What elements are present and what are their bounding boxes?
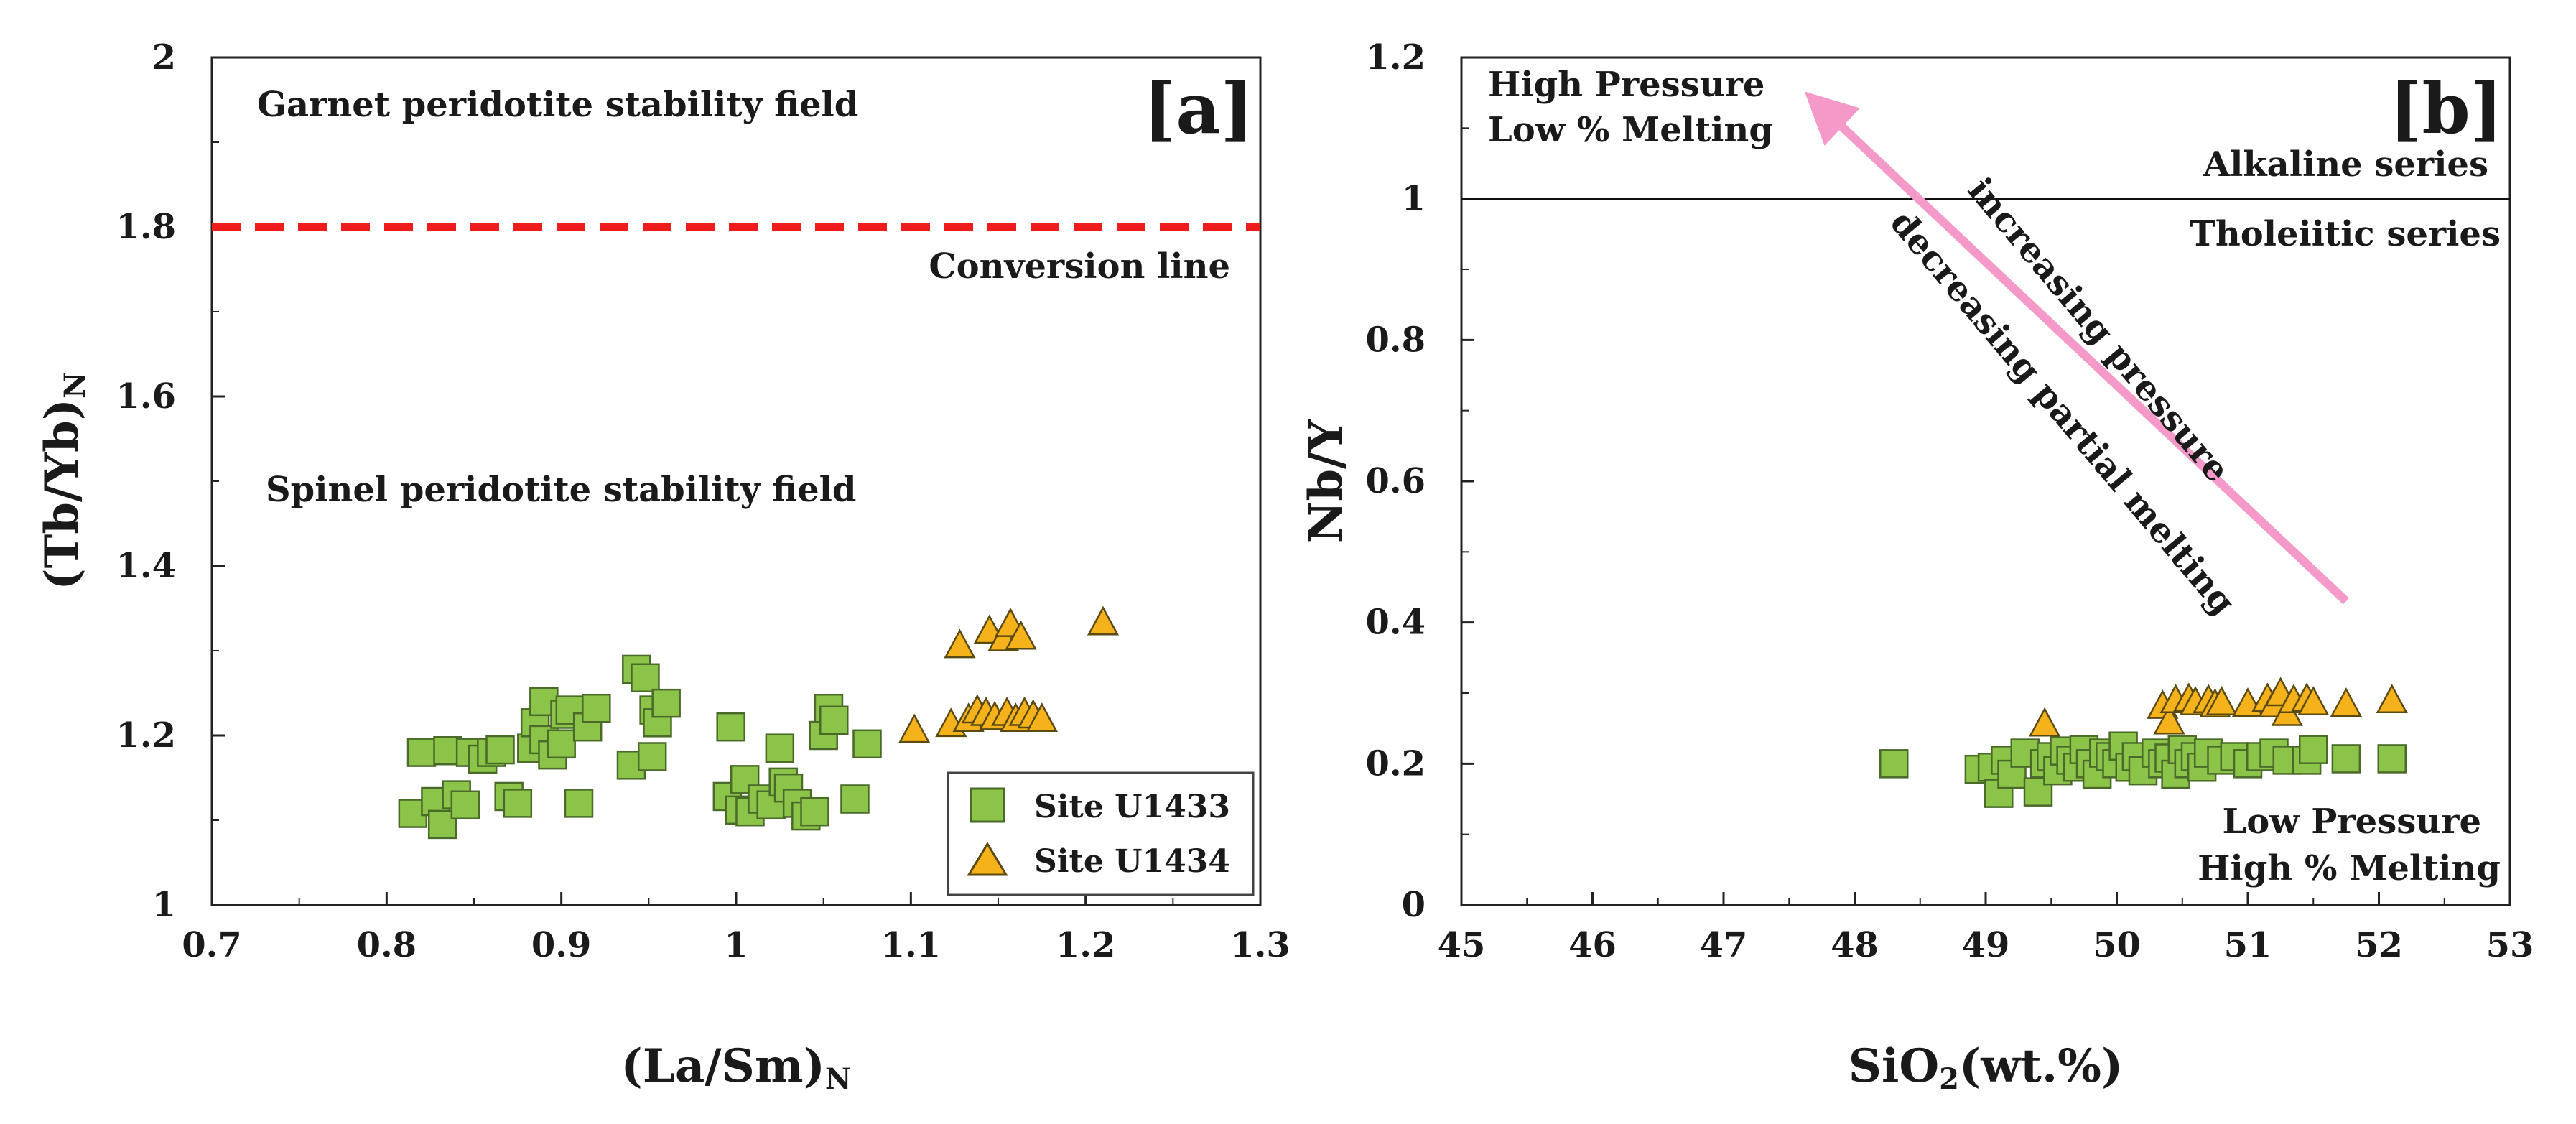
data-point-u1433 [1879,749,1909,779]
panel-label-a: [a] [1143,68,1253,149]
y-tick-label: 1.6 [116,376,176,417]
legend-label-u1434: Site U1434 [1034,843,1230,880]
legend-marker-u1433 [970,787,1005,823]
y-tick-label: 0.4 [1365,603,1426,643]
axis-ticks-b: 45 46 47 48 49 50 51 52 53 0 0.2 0.4 0.6 0.8 1 1.2 [1365,37,2534,965]
x-tick-label: 0.8 [357,925,417,965]
x-tick-label: 1 [724,925,748,965]
alkaline-series-label: Alkaline series [2203,144,2488,185]
data-point-u1433 [582,693,611,723]
annotation-spinel-field: Spinel peridotite stability field [266,470,856,510]
data-point-u1433 [637,742,667,771]
data-point-u1433 [547,729,576,759]
data-point-u1434 [2205,686,2238,715]
x-tick-label: 1.1 [881,925,941,965]
data-point-u1433 [2299,735,2328,764]
data-points-b [1879,677,2408,808]
x-tick-label: 53 [2486,925,2534,965]
conversion-line-label: Conversion line [929,246,1230,287]
data-point-u1434 [2330,687,2362,717]
data-point-u1433 [800,796,829,827]
x-axis-label-b: SiO2(wt.%) [1849,1039,2123,1096]
x-tick-label: 49 [1962,925,2010,965]
data-point-u1434 [2376,684,2408,714]
y-tick-label: 0 [1402,885,1426,925]
y-tick-label: 1.2 [1365,37,1426,78]
y-tick-label: 0.8 [1365,320,1426,360]
x-tick-label: 0.9 [531,925,592,965]
tholeiitic-series-label: Tholeiitic series [2190,214,2501,254]
y-tick-label: 1.2 [116,715,176,756]
y-tick-label: 1.4 [116,546,176,586]
y-axis-label-a: (Tb/Yb)N [35,372,92,590]
data-point-u1434 [944,628,976,659]
y-tick-label: 0.2 [1365,743,1426,784]
trend-arrow [1804,91,2349,605]
data-point-u1434 [1005,620,1037,650]
data-point-u1433 [564,789,594,818]
data-point-u1433 [2377,744,2407,774]
annotation-garnet-field: Garnet peridotite stability field [257,85,858,125]
annotation-high-melting: High % Melting [2198,848,2501,888]
data-point-u1433 [651,688,681,718]
y-tick-label: 2 [152,37,176,78]
annotation-low-melting: Low % Melting [1488,110,1773,150]
data-point-u1433 [450,790,480,820]
data-point-u1433 [631,663,660,693]
data-point-u1434 [2153,705,2185,735]
x-tick-label: 1.3 [1230,925,1291,965]
data-points-a [398,605,1120,840]
y-tick-label: 0.6 [1365,461,1426,501]
data-point-u1434 [898,713,931,743]
x-tick-label: 48 [1831,925,1879,965]
data-point-u1433 [406,738,437,767]
data-point-u1433 [503,789,533,818]
axis-ticks-a: 0.7 0.8 0.9 1 1.1 1.2 1.3 1 1.2 1.4 1.6 1.8 2 [116,37,1290,965]
x-tick-label: 51 [2224,925,2272,965]
x-tick-label: 45 [1438,925,1486,965]
panel-label-b: [b] [2389,68,2503,149]
data-point-u1433 [716,712,745,742]
data-point-u1434 [1026,702,1058,733]
x-tick-label: 50 [2093,925,2141,965]
data-point-u1434 [2029,707,2061,737]
legend-label-u1433: Site U1433 [1034,789,1230,825]
panel-a: 0.7 0.8 0.9 1 1.1 1.2 1.3 1 1.2 1.4 1.6 1.8 2 [a] Ga… [35,37,1291,1096]
data-point-u1434 [2297,686,2330,715]
data-point-u1433 [555,695,585,725]
x-tick-label: 52 [2355,925,2403,965]
data-point-u1433 [485,735,515,765]
data-point-u1433 [819,705,849,735]
x-tick-label: 47 [1700,925,1748,965]
x-tick-label: 0.7 [182,925,242,965]
data-point-u1433 [765,733,795,763]
data-point-u1433 [852,729,882,759]
data-point-u1433 [2331,744,2361,774]
x-tick-label: 46 [1568,925,1617,965]
trend-arrow-group [1804,91,2349,605]
x-tick-label: 1.2 [1056,925,1116,965]
annotation-low-pressure: Low Pressure [2223,802,2482,842]
data-point-u1433 [840,784,870,814]
y-axis-label-b: Nb/Y [1299,419,1353,544]
y-tick-label: 1.8 [116,207,176,247]
legend: Site U1433 Site U1434 [947,771,1255,896]
annotation-high-pressure: High Pressure [1488,65,1764,105]
y-tick-label: 1 [1402,179,1426,219]
data-point-u1434 [1087,605,1120,636]
y-tick-label: 1 [152,885,176,925]
x-axis-label-a: (La/Sm)N [621,1039,852,1096]
legend-marker-u1434 [967,842,1008,876]
